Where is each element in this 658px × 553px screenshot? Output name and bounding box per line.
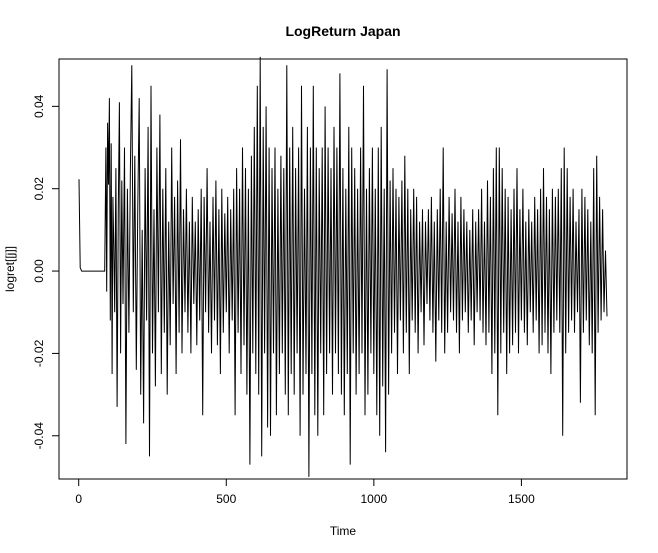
- y-axis-label: logret[[j]]: [3, 246, 17, 292]
- y-tick-label: -0.04: [32, 422, 46, 450]
- y-tick-label: 0.00: [32, 259, 46, 283]
- x-tick-label: 500: [216, 492, 236, 506]
- x-axis-label: Time: [330, 524, 357, 538]
- chart-title: LogReturn Japan: [285, 23, 400, 39]
- y-tick-label: -0.02: [32, 339, 46, 367]
- y-tick-label: 0.04: [32, 94, 46, 118]
- x-axis: 0 500 1000 1500: [75, 478, 535, 506]
- y-tick-label: 0.02: [32, 177, 46, 201]
- series-line: [78, 56, 608, 477]
- x-tick-label: 0: [75, 492, 82, 506]
- y-axis: -0.04 -0.02 0.00 0.02 0.04: [32, 94, 60, 450]
- x-tick-label: 1000: [360, 492, 387, 506]
- x-tick-label: 1500: [508, 492, 535, 506]
